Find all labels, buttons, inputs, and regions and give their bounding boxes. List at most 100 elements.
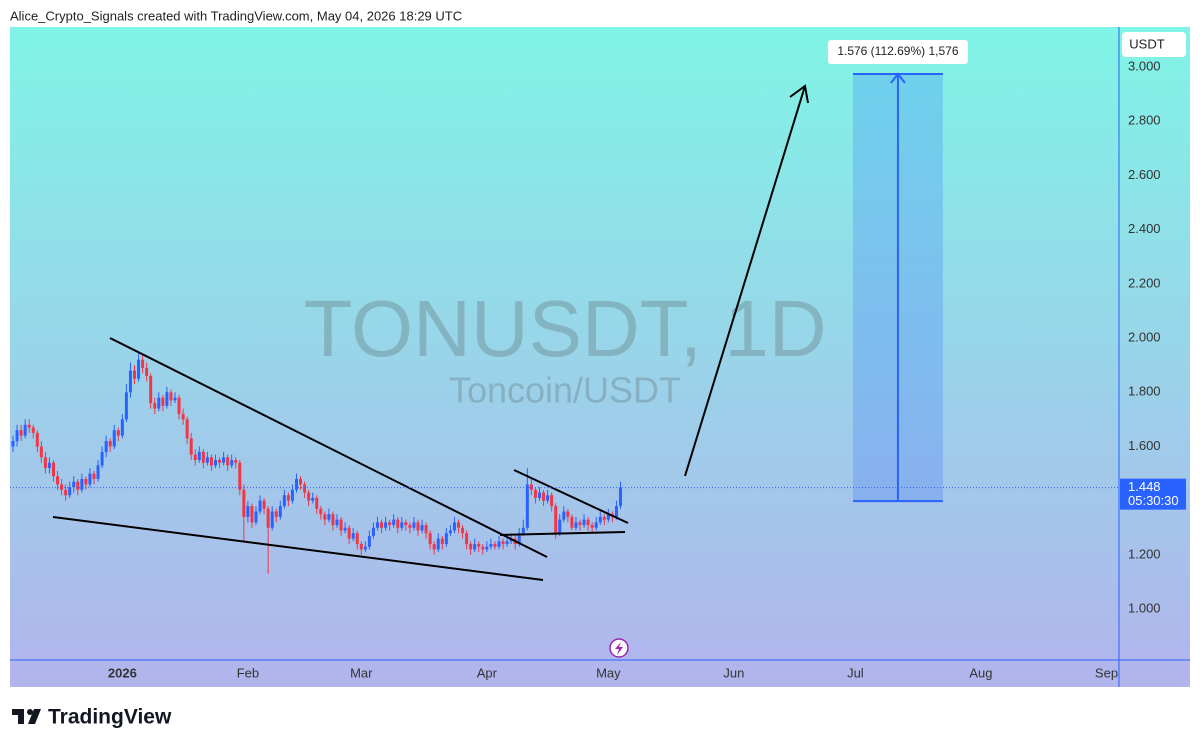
candle-body: [120, 419, 124, 436]
candle-body: [246, 506, 250, 517]
candle-body: [477, 544, 481, 547]
arrow-head: [789, 84, 809, 104]
header: Alice_Crypto_Signals created with Tradin…: [10, 8, 462, 23]
candle-body: [481, 546, 485, 550]
candle-body: [416, 522, 420, 531]
candle-body: [542, 492, 546, 501]
candle-body: [485, 546, 489, 550]
candle-body: [501, 541, 505, 545]
candle-body: [469, 544, 473, 550]
candle-body: [590, 525, 594, 528]
chart-background: [10, 27, 1190, 687]
candle-body: [428, 533, 432, 545]
candle-body: [432, 544, 436, 550]
candle-body: [404, 522, 408, 526]
candle-body: [88, 473, 92, 485]
candle-body: [343, 527, 347, 531]
candle-body: [116, 430, 120, 436]
candle-body: [574, 522, 578, 528]
candle-body: [124, 392, 128, 420]
trend-line: [499, 531, 626, 536]
x-tick-label: 2026: [108, 665, 137, 680]
candle-body: [27, 424, 31, 428]
candle-body: [594, 522, 598, 528]
candle-body: [39, 446, 43, 458]
candle-body: [149, 376, 153, 404]
candle-body: [23, 424, 27, 436]
candle-body: [424, 525, 428, 534]
candle-body: [452, 522, 456, 531]
candle-body: [375, 522, 379, 528]
y-tick-label: 2.400: [1128, 221, 1161, 236]
unit-box: [1122, 32, 1186, 57]
candle-body: [282, 495, 286, 507]
candle-body: [137, 359, 141, 379]
candle-body: [189, 438, 193, 455]
candle-body: [290, 489, 294, 501]
range-label-box: [827, 40, 968, 65]
y-tick-label: 2.200: [1128, 275, 1161, 290]
range-label: 1.576 (112.69%) 1,576: [837, 44, 959, 58]
candle-body: [493, 544, 497, 547]
candle-body: [165, 392, 169, 406]
candle-body: [262, 500, 266, 509]
candle-body: [43, 457, 47, 469]
watermark-title: TONUSDT, 1D: [303, 284, 826, 373]
x-tick-label: Aug: [969, 665, 992, 680]
candle-body: [181, 413, 185, 420]
logo-icon: [12, 709, 41, 724]
y-tick-label: 3.000: [1128, 59, 1161, 74]
candle-body: [420, 525, 424, 531]
candle-body: [108, 441, 112, 447]
candle-body: [35, 432, 39, 447]
drawings: [52, 84, 809, 581]
candle-body: [96, 465, 100, 479]
candle-body: [359, 544, 363, 550]
candle-body: [347, 527, 351, 539]
candle-body: [533, 489, 537, 498]
candle-body: [270, 511, 274, 528]
candle-body: [525, 484, 529, 528]
y-tick-label: 1.800: [1128, 384, 1161, 399]
candle-body: [92, 473, 96, 479]
candle-body: [517, 533, 521, 545]
candle-body: [161, 397, 165, 406]
x-tick-label: Jul: [847, 665, 864, 680]
candle-body: [299, 478, 303, 485]
y-tick-label: 1.200: [1128, 546, 1161, 561]
candle-body: [76, 481, 80, 490]
trend-line: [52, 516, 544, 581]
y-tick-label: 1.600: [1128, 438, 1161, 453]
candle-body: [367, 535, 371, 547]
candle-body: [19, 430, 23, 436]
last-price-label: 1.448: [1128, 479, 1161, 494]
candle-body: [388, 522, 392, 526]
candle-body: [104, 441, 108, 452]
range-arrow-head: [890, 72, 906, 84]
candle-body: [327, 514, 331, 520]
candle-body: [145, 367, 149, 377]
logo: TradingView: [12, 706, 172, 729]
candle-body: [230, 460, 234, 466]
candle-body: [537, 492, 541, 498]
countdown-label: 05:30:30: [1128, 493, 1179, 508]
candle-body: [558, 519, 562, 534]
candle-body: [254, 511, 258, 523]
watermark-subtitle: Toncoin/USDT: [449, 370, 681, 411]
event-icon-bolt: [615, 642, 623, 655]
candle-body: [465, 533, 469, 545]
candle-body: [72, 481, 76, 488]
candle-body: [234, 460, 238, 463]
candle-body: [112, 430, 116, 447]
y-tick-label: 1.000: [1128, 600, 1161, 615]
candle-body: [197, 451, 201, 461]
candle-body: [554, 506, 558, 534]
x-tick-label: Sep: [1095, 665, 1118, 680]
unit-label: USDT: [1129, 36, 1164, 51]
candle-body: [546, 495, 550, 501]
candle-body: [60, 484, 64, 490]
trend-line: [109, 337, 548, 558]
candle-body: [400, 522, 404, 528]
x-tick-label: Feb: [237, 665, 259, 680]
